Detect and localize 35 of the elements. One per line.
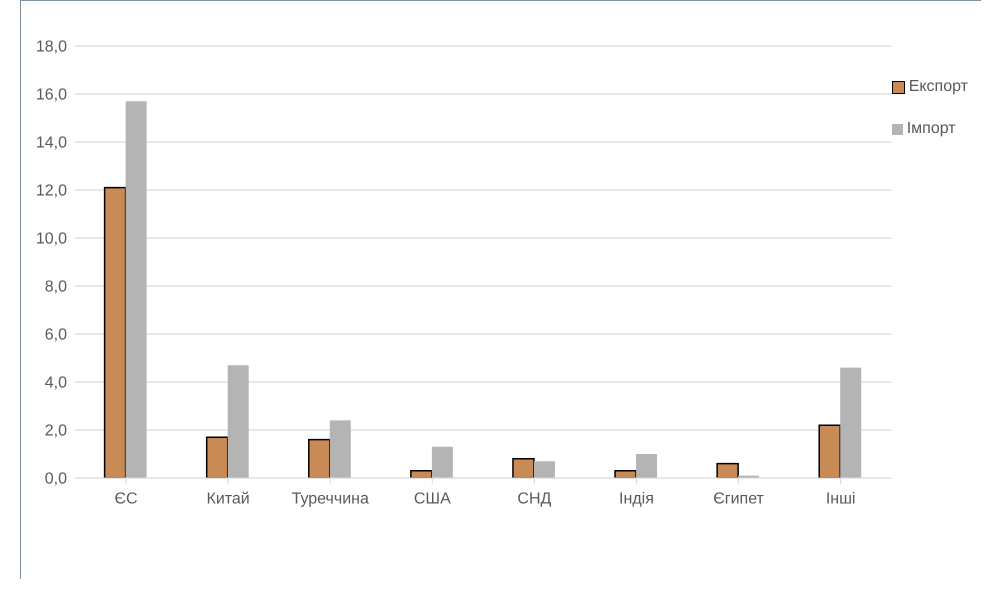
bar	[206, 436, 228, 478]
y-tick-label: 6,0	[44, 326, 68, 344]
y-tick-label: 4,0	[44, 374, 68, 392]
x-tick-label: США	[414, 490, 452, 508]
x-tick-label: СНД	[517, 490, 552, 508]
legend-label: Імпорт	[906, 120, 956, 138]
legend-label: Експорт	[908, 78, 968, 96]
x-tick-label: Єгипет	[713, 490, 765, 508]
y-tick-label: 18,0	[36, 38, 68, 56]
bar	[534, 461, 555, 478]
bar	[330, 420, 351, 478]
bar	[614, 470, 637, 478]
bar	[636, 454, 658, 478]
x-tick-label: Інші	[826, 490, 856, 508]
bar	[818, 424, 841, 478]
y-tick-label: 10,0	[36, 230, 68, 248]
y-tick-label: 14,0	[36, 134, 68, 152]
bar	[228, 365, 249, 478]
bar	[432, 446, 453, 478]
x-tick-label: Індія	[619, 490, 654, 508]
bar	[512, 458, 535, 478]
bar	[308, 438, 331, 478]
bar	[716, 462, 739, 478]
x-tick-label: ЄС	[114, 490, 138, 508]
y-tick-label: 16,0	[36, 86, 68, 104]
bar	[410, 470, 433, 478]
bar	[126, 101, 147, 478]
x-tick-label: Китай	[206, 490, 250, 508]
bar	[104, 186, 126, 478]
y-tick-label: 2,0	[44, 422, 68, 440]
y-tick-label: 12,0	[36, 182, 68, 200]
bar	[840, 368, 862, 478]
x-tick-label: Туреччина	[292, 490, 369, 508]
y-tick-label: 0,0	[44, 470, 68, 488]
y-tick-label: 8,0	[44, 278, 68, 296]
